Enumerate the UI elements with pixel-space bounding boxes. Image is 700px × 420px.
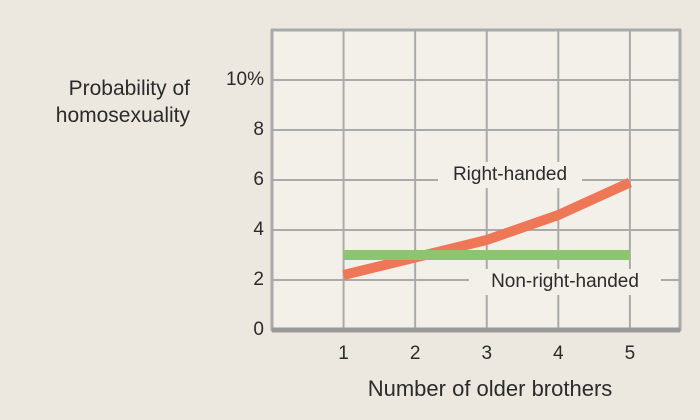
y-tick-label: 10%: [226, 69, 264, 90]
x-tick-label: 1: [338, 343, 349, 364]
x-tick-label: 4: [553, 343, 564, 364]
label-bg: [438, 162, 582, 188]
series-label: Right-handed: [453, 164, 567, 185]
label-bg: [469, 269, 661, 295]
y-tick-label: 8: [253, 119, 264, 140]
series-line: [342, 177, 632, 280]
y-tick-label: 6: [253, 169, 264, 190]
y-axis-label: Probability of homosexuality: [55, 77, 190, 127]
x-tick-label: 5: [625, 343, 636, 364]
y-tick-label: 0: [253, 319, 264, 340]
series-label: Non-right-handed: [491, 271, 639, 292]
x-tick-label: 2: [410, 343, 421, 364]
y-tick-label: 4: [253, 219, 264, 240]
x-tick-label: 3: [481, 343, 492, 364]
x-axis-label: Number of older brothers: [368, 376, 613, 401]
y-tick-label: 2: [253, 269, 264, 290]
